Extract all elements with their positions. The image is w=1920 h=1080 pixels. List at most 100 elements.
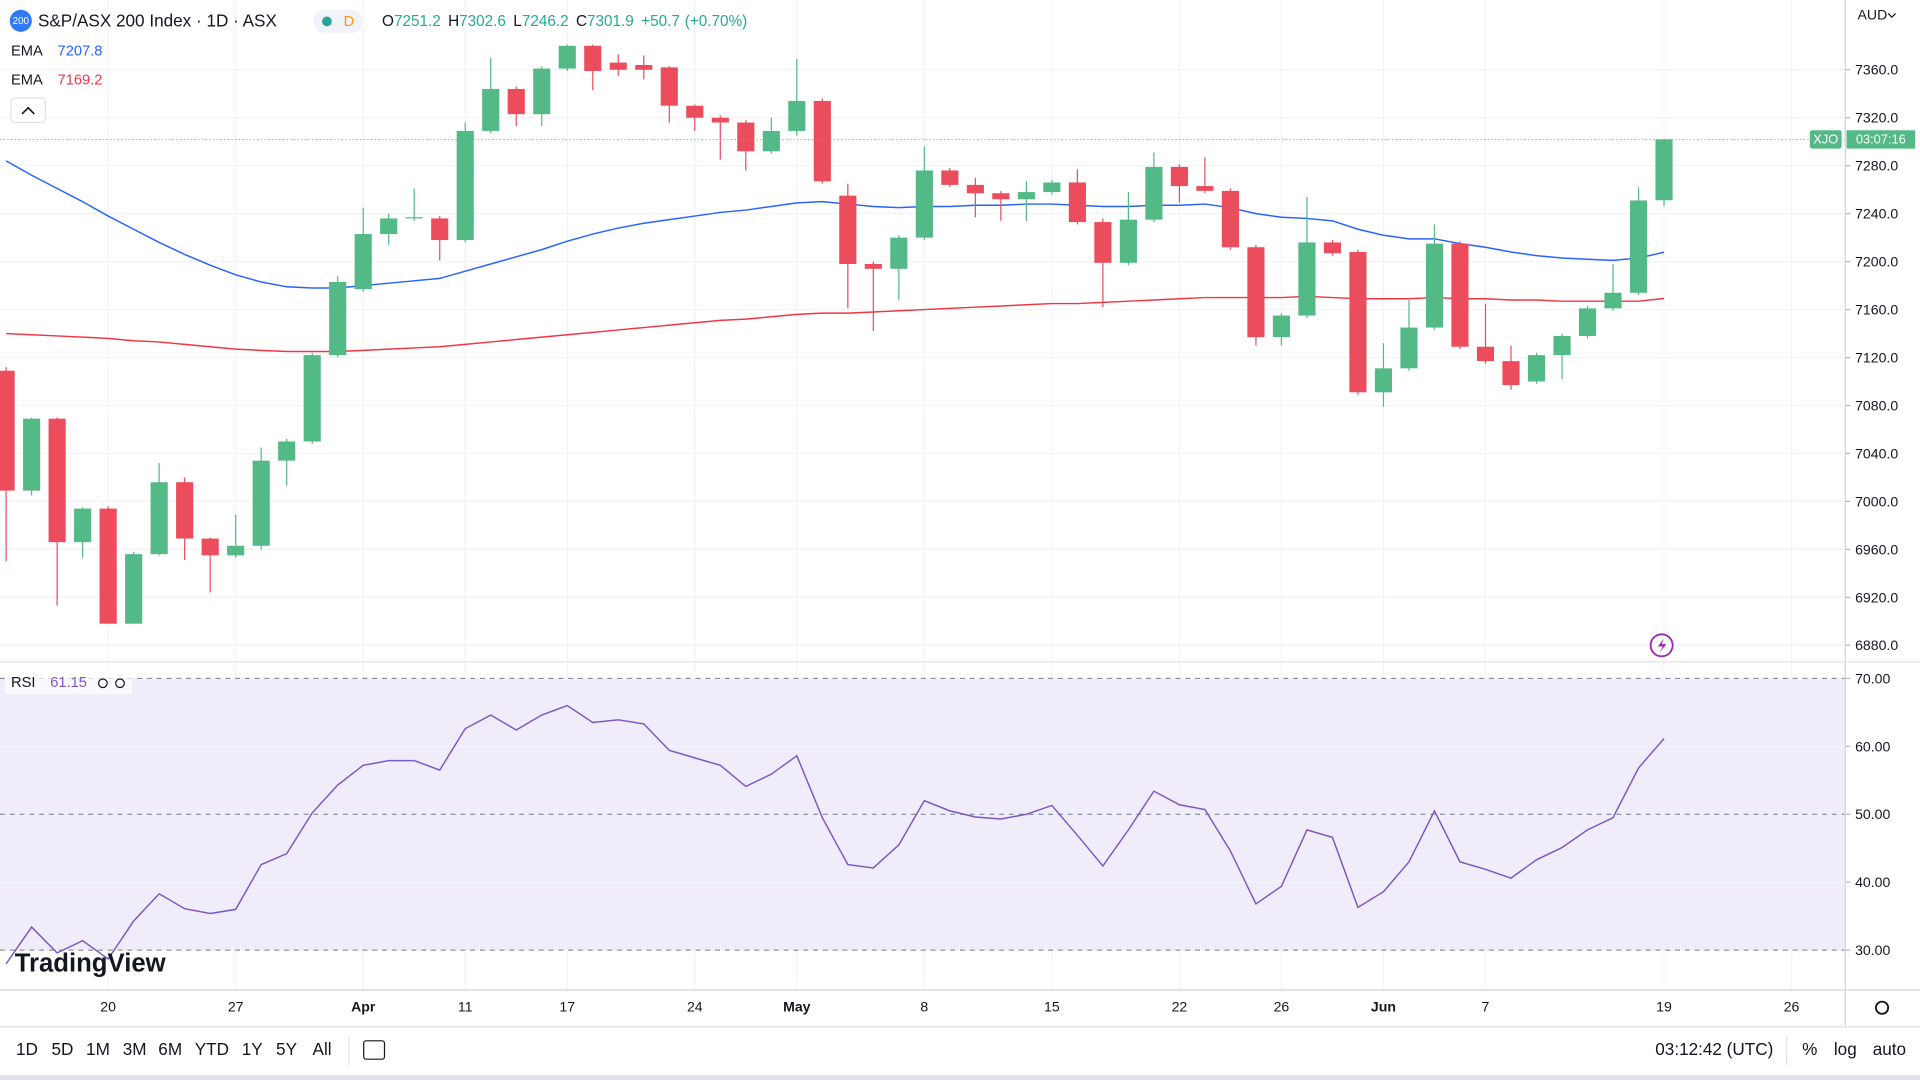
symbol-logo [9,9,32,32]
y-tick-label: 7320.0 [1855,110,1898,126]
candle-body [278,441,296,461]
candle-body [737,122,755,152]
y-tick-label: 7000.0 [1855,493,1898,509]
y-tick-label: 70.00 [1855,670,1890,686]
rsi-legend-value: 61.15 [50,675,87,691]
candle-body [890,237,908,269]
indicator-line [6,295,1665,353]
x-tick-label: 11 [458,998,473,1014]
y-tick-label: 6960.0 [1855,541,1898,557]
range-button[interactable]: 6M [158,1039,182,1059]
x-tick-label: 24 [687,998,703,1014]
high-prefix: H [448,13,459,30]
close-prefix: C [576,13,587,30]
candle-body [201,538,219,556]
candle-body [1145,166,1163,220]
range-button[interactable]: 5Y [276,1039,298,1059]
market-dot [322,16,332,27]
change: +50.7 [641,13,680,30]
x-tick-label: 26 [1274,998,1290,1014]
y-tick-label: 40.00 [1855,874,1890,890]
range-button[interactable]: All [313,1039,332,1059]
range-button[interactable]: YTD [195,1039,229,1059]
market-status: D [344,14,355,30]
candle-body [176,482,194,539]
candle-body [1094,222,1112,263]
y-tick-label: 7280.0 [1855,158,1898,174]
log-toggle[interactable]: log [1834,1039,1857,1059]
high-value: 7302.6 [459,13,506,30]
y-tick-label: 30.00 [1855,942,1890,958]
rsi-param-icon [115,678,125,689]
y-tick-label: 6920.0 [1855,589,1898,605]
candle-body [1221,190,1239,248]
y-tick-label: 7040.0 [1855,445,1898,461]
candle-body [992,193,1010,200]
candle-body [48,418,66,543]
candle-body [1298,242,1316,316]
candle-body [1196,186,1214,191]
candle-body [686,105,704,118]
range-button[interactable]: 1Y [242,1039,264,1059]
y-tick-label: 6880.0 [1855,637,1898,653]
range-button[interactable]: 3M [123,1039,147,1059]
candle-body [609,62,627,70]
ema-legend-name: EMA [11,73,43,89]
pane: 30.00 40.00 50.00 60.00 70.00 [0,662,1891,990]
y-tick-label: 7120.0 [1855,349,1898,365]
candle-body [1451,243,1469,347]
y-tick-label: 7080.0 [1855,397,1898,413]
ema-legend-value: 7169.2 [58,73,103,89]
candle-body [864,264,882,269]
candle-body [1272,315,1290,338]
low-prefix: L [513,13,522,30]
indicator-line [5,704,1665,965]
bottom-strip [0,1075,1920,1080]
candle-body [1553,335,1571,356]
candle-body [380,218,398,235]
candle-body [23,418,41,491]
x-tick-label: 8 [920,998,928,1014]
range-button[interactable]: 1M [86,1039,110,1059]
x-tick-label: 27 [228,998,244,1014]
x-tick-label: Jun [1371,998,1396,1014]
y-tick-label: 7360.0 [1855,62,1898,78]
symbol-tag-label: XJO [1813,131,1838,146]
range-button[interactable]: 5D [51,1039,73,1059]
candle-body [1527,355,1546,382]
plot-area [0,44,1846,624]
ema-legend-name: EMA [11,43,43,59]
auto-toggle[interactable]: auto [1873,1039,1906,1059]
ohlc-legend: O7251.2 H7302.6 L7246.2 C7301.9 +50.7 (+0.70%… [382,13,747,30]
candle-body [1374,368,1393,393]
rsi-legend-name: RSI [11,675,35,691]
percent-toggle[interactable]: % [1802,1039,1817,1059]
settings-icon[interactable] [1875,1000,1890,1015]
date-range-icon[interactable] [363,1040,386,1060]
y-tick-label: 60.00 [1855,738,1890,754]
candle-body [584,45,602,71]
candle-body [711,117,729,123]
rsi-param-icon [97,678,108,689]
candle-body [125,554,143,624]
x-tick-label: 19 [1656,998,1672,1014]
candle-body [1068,182,1086,223]
panes: 6880.0 6920.0 6960.0 7000.0 7040.0 7080.0 7120… [0,0,1898,990]
low-value: 7246.2 [522,13,569,30]
clock[interactable]: 03:12:42 (UTC) [1655,1039,1773,1059]
candle-body [252,460,270,546]
y-tick-label: 7240.0 [1855,206,1898,222]
y-tick-label: 7160.0 [1855,302,1898,318]
collapse-icon [21,106,35,115]
candle-body [1349,252,1367,393]
x-tick-label: 20 [100,998,116,1014]
range-button[interactable]: 1D [16,1039,38,1059]
symbol-title[interactable]: S&P/ASX 200 Index · 1D · ASX [38,11,277,31]
candle-body [941,170,959,185]
collapse-button[interactable] [10,97,46,124]
candle-body [762,130,780,152]
countdown-label: 03:07:16 [1856,131,1906,146]
x-tick-label: 17 [559,998,575,1014]
currency[interactable]: AUD [1858,7,1888,23]
